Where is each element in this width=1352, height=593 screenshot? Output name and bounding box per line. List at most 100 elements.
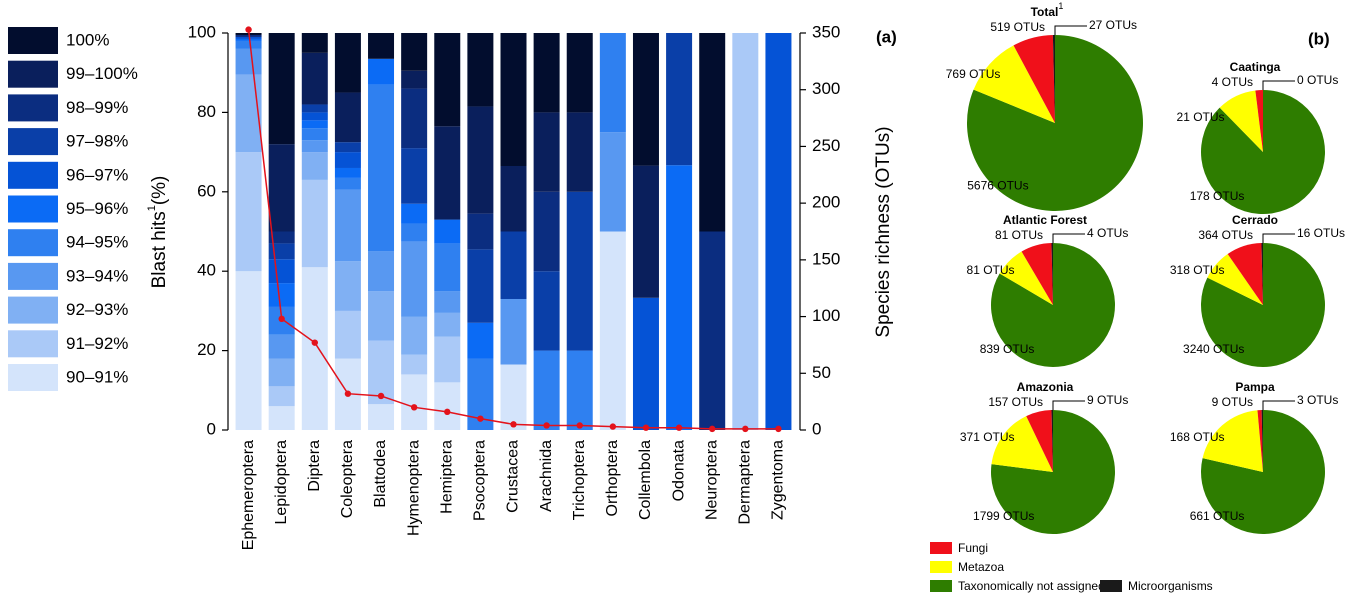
legend-swatch (1100, 580, 1122, 592)
legend-label: 97–98% (66, 132, 128, 151)
bar-segment (467, 249, 494, 323)
bar-segment (334, 92, 361, 143)
legend-label: Taxonomically not assigned (958, 579, 1105, 593)
bar-segment (434, 126, 461, 220)
bar-segment (235, 40, 262, 49)
bar-segment (268, 231, 295, 244)
pie-title: Cerrado (1232, 213, 1278, 227)
x-tick-label: Diptera (306, 440, 323, 492)
bar-segment (500, 364, 527, 430)
legend-swatch (8, 161, 58, 189)
pie-label: 1799 OTUs (973, 509, 1034, 523)
bar-segment (235, 36, 262, 39)
pie-title-text: Amazonia (1017, 380, 1074, 394)
bar-segment (401, 316, 428, 355)
bar-segment (699, 33, 726, 232)
bar-segment (268, 259, 295, 284)
pie-slice (1257, 410, 1263, 472)
pie-label: 168 OTUs (1170, 430, 1225, 444)
x-tick-label: Hemiptera (438, 440, 455, 514)
bar-segment (566, 191, 593, 351)
bar-segment (434, 219, 461, 244)
pie-label: 16 OTUs (1297, 226, 1345, 240)
x-tick-label: Orthoptera (604, 440, 621, 517)
x-tick-label: Neuroptera (703, 440, 720, 520)
bar-segment (401, 203, 428, 224)
x-tick-label: Hymenoptera (405, 440, 422, 536)
y2-tick-label: 0 (812, 419, 821, 438)
y-axis-label: Blast hits1(%) (146, 176, 170, 289)
pie-label: 81 OTUs (967, 263, 1015, 277)
bar-segment (334, 142, 361, 153)
bar-segment (235, 271, 262, 430)
bar-segment (632, 297, 659, 430)
leader-line (1052, 233, 1085, 243)
bar-segment (434, 382, 461, 430)
x-tick-label: Blattodea (372, 440, 389, 508)
bar-segment (699, 231, 726, 430)
y2-axis-label: Species richness (OTUs) (873, 126, 894, 337)
x-tick-label: Odonata (670, 440, 687, 501)
bar-segment (301, 140, 328, 153)
bar-segment (500, 165, 527, 232)
y2-tick-label: 250 (812, 136, 840, 155)
bar-segment (334, 167, 361, 178)
line-marker (609, 423, 617, 430)
bar-segment (599, 231, 626, 430)
legend-swatch (8, 296, 58, 324)
line-marker (444, 408, 451, 416)
line-marker (576, 422, 583, 429)
leader-line (1262, 233, 1295, 243)
pie-slice (1261, 410, 1263, 472)
bar-segment (334, 189, 361, 262)
bar-segment (368, 58, 395, 85)
pie-title-text: Pampa (1235, 380, 1275, 394)
bar-segment (334, 310, 361, 359)
pie-title: Atlantic Forest (1003, 213, 1087, 227)
pie-label: 371 OTUs (960, 430, 1015, 444)
bar-segment (632, 165, 659, 298)
bar-segment (467, 213, 494, 250)
bar-segment (533, 112, 560, 192)
legend-label: Fungi (958, 541, 988, 555)
pie-label: 3240 OTUs (1183, 342, 1244, 356)
bar-segment (334, 261, 361, 311)
pie-slice (1202, 410, 1263, 472)
legend-swatch (930, 561, 952, 573)
pie-label: 0 OTUs (1297, 73, 1338, 87)
leader-line (1054, 25, 1087, 35)
bar-segment (566, 112, 593, 192)
y-tick-label: 100 (188, 22, 216, 41)
legend-label: 90–91% (66, 367, 128, 386)
pie-slice (991, 416, 1053, 472)
pie-label: 364 OTUs (1198, 228, 1253, 242)
pie-slice (999, 251, 1053, 305)
bar-segment (632, 33, 659, 166)
leader-line (1262, 80, 1295, 90)
pie-label: 81 OTUs (995, 228, 1043, 242)
bar-segment (566, 350, 593, 430)
bar-segment (500, 33, 527, 166)
legend-swatch (8, 60, 58, 88)
bar-segment (401, 70, 428, 89)
pie-slice (1261, 243, 1263, 305)
line-marker (245, 26, 252, 33)
legend-swatch (8, 330, 58, 358)
y-label-superscript: 1 (146, 205, 158, 211)
bar-segment (401, 148, 428, 204)
line-marker (543, 422, 550, 429)
bar-segment (401, 374, 428, 430)
legend-swatch (930, 580, 952, 592)
bar-segment (401, 33, 428, 71)
bar-segment (566, 33, 593, 113)
x-tick-label: Zygentoma (770, 440, 787, 520)
legend-swatch (930, 542, 952, 554)
bar-segment (533, 350, 560, 430)
bar-segment (401, 223, 428, 242)
bar-segment (732, 33, 759, 430)
pie-slice (1051, 410, 1053, 472)
y2-tick-label: 300 (812, 79, 840, 98)
bar-segment (301, 104, 328, 113)
bar-segment (599, 132, 626, 232)
pie-label: 5676 OTUs (967, 179, 1028, 193)
